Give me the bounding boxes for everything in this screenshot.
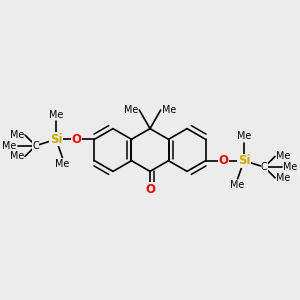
- Text: Me: Me: [276, 152, 290, 161]
- Text: O: O: [219, 154, 229, 167]
- Text: Si: Si: [238, 154, 250, 167]
- Text: Me: Me: [124, 105, 138, 115]
- Text: Me: Me: [230, 180, 245, 190]
- Text: Me: Me: [10, 130, 24, 140]
- Text: Me: Me: [284, 162, 298, 172]
- Text: Me: Me: [2, 141, 16, 151]
- Text: Me: Me: [55, 159, 70, 169]
- Text: Me: Me: [10, 152, 24, 161]
- Text: Me: Me: [276, 173, 290, 183]
- Text: Me: Me: [237, 131, 251, 141]
- Text: C: C: [261, 162, 268, 172]
- Text: Si: Si: [50, 133, 62, 146]
- Text: Me: Me: [162, 105, 176, 115]
- Text: O: O: [71, 133, 81, 146]
- Text: O: O: [145, 183, 155, 196]
- Text: C: C: [32, 141, 39, 151]
- Text: Me: Me: [49, 110, 63, 120]
